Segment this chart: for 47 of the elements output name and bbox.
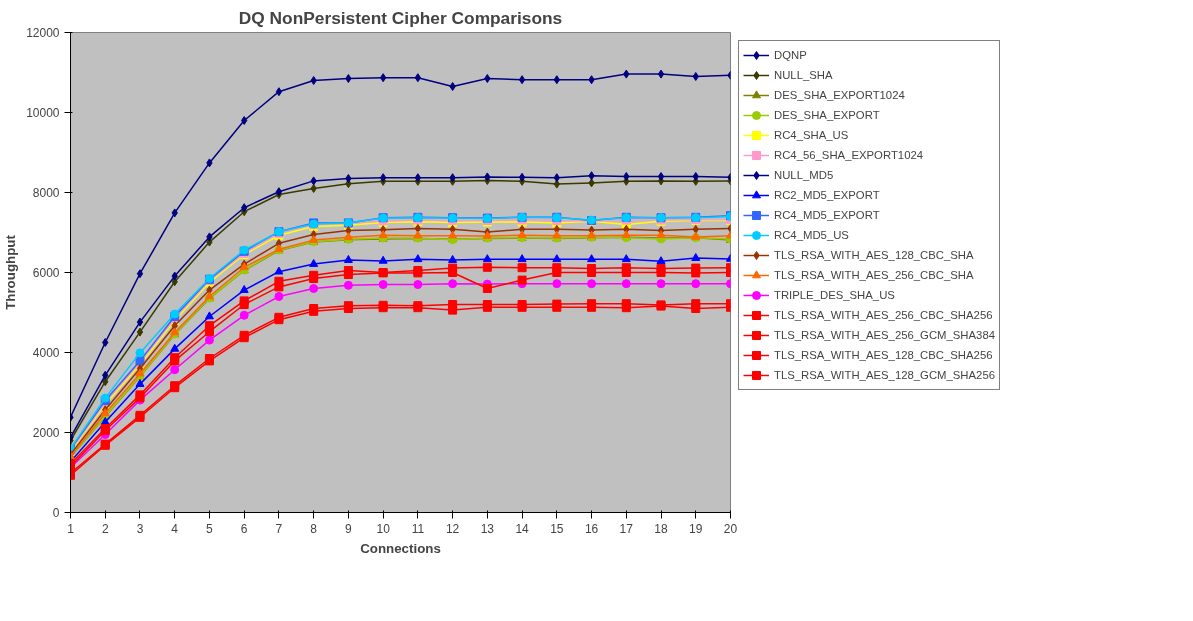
x-tick-label: 8 bbox=[310, 521, 318, 536]
x-tick-label: 1 bbox=[67, 521, 75, 536]
y-tick-label: 4000 bbox=[32, 346, 60, 360]
chart-title: DQ NonPersistent Cipher Comparisons bbox=[238, 7, 563, 28]
legend-label: TLS_RSA_WITH_AES_256_CBC_SHA256 bbox=[774, 308, 993, 323]
x-tick-label: 14 bbox=[515, 521, 530, 536]
legend-label: RC4_SHA_US bbox=[774, 128, 849, 143]
legend-label: RC2_MD5_EXPORT bbox=[774, 188, 880, 203]
legend-label: RC4_56_SHA_EXPORT1024 bbox=[774, 148, 924, 163]
legend-label: DQNP bbox=[774, 48, 807, 63]
legend-label: RC4_MD5_US bbox=[774, 228, 849, 243]
y-tick-label: 10000 bbox=[26, 106, 60, 120]
x-tick-label: 17 bbox=[619, 521, 634, 536]
legend-label: DES_SHA_EXPORT bbox=[774, 108, 880, 123]
legend-label: TLS_RSA_WITH_AES_128_GCM_SHA256 bbox=[774, 368, 995, 383]
x-tick-label: 16 bbox=[584, 521, 599, 536]
x-tick-label: 20 bbox=[723, 521, 738, 536]
x-tick-label: 3 bbox=[136, 521, 144, 536]
legend-label: DES_SHA_EXPORT1024 bbox=[774, 88, 905, 103]
legend-label: TLS_RSA_WITH_AES_128_CBC_SHA bbox=[774, 248, 974, 263]
legend-label: TLS_RSA_WITH_AES_128_CBC_SHA256 bbox=[774, 348, 993, 363]
legend-label: NULL_MD5 bbox=[774, 168, 834, 183]
y-tick-label: 2000 bbox=[32, 426, 60, 440]
x-tick-label: 4 bbox=[171, 521, 179, 536]
x-axis-title: Connections bbox=[360, 540, 441, 556]
x-tick-label: 7 bbox=[275, 521, 283, 536]
x-tick-label: 6 bbox=[240, 521, 248, 536]
y-tick-label: 6000 bbox=[32, 266, 60, 280]
legend-label: RC4_MD5_EXPORT bbox=[774, 208, 880, 223]
x-tick-label: 10 bbox=[376, 521, 391, 536]
y-tick-label: 8000 bbox=[32, 186, 60, 200]
y-tick-label: 12000 bbox=[26, 26, 60, 40]
x-tick-label: 9 bbox=[345, 521, 353, 536]
x-tick-label: 13 bbox=[480, 521, 495, 536]
legend-label: TRIPLE_DES_SHA_US bbox=[774, 288, 895, 303]
y-axis-title: Throughput bbox=[3, 234, 19, 310]
x-tick-label: 12 bbox=[445, 521, 460, 536]
x-tick-label: 5 bbox=[206, 521, 214, 536]
y-tick-label: 0 bbox=[52, 506, 60, 520]
x-tick-label: 2 bbox=[101, 521, 109, 536]
legend-label: TLS_RSA_WITH_AES_256_GCM_SHA384 bbox=[774, 328, 995, 343]
x-tick-label: 15 bbox=[550, 521, 564, 536]
x-tick-label: 18 bbox=[654, 521, 669, 536]
x-tick-label: 19 bbox=[689, 521, 703, 536]
legend-label: NULL_SHA bbox=[774, 68, 833, 83]
legend-label: TLS_RSA_WITH_AES_256_CBC_SHA bbox=[774, 268, 974, 283]
x-tick-label: 11 bbox=[411, 521, 425, 536]
